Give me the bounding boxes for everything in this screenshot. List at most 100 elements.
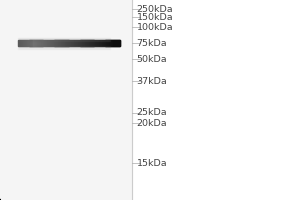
Bar [117,40,118,46]
Text: 75kDa: 75kDa [136,38,167,47]
Bar [50,40,51,46]
FancyArrow shape [0,199,1,200]
Bar [68,40,69,46]
Bar [26,40,27,46]
Bar [18,47,110,49]
Bar [74,40,75,46]
Bar [112,40,113,46]
Bar [79,40,80,46]
Bar [25,40,26,46]
Bar [103,40,104,46]
Bar [54,40,55,46]
Bar [101,40,102,46]
Bar [70,40,71,46]
Bar [34,40,35,46]
Bar [81,40,82,46]
Bar [57,40,58,46]
Bar [109,40,110,46]
Bar [40,40,41,46]
Bar [79,40,80,46]
Bar [119,40,120,46]
Bar [59,40,60,46]
Bar [30,40,31,46]
Bar [96,40,97,46]
Bar [73,40,74,46]
Bar [51,40,52,46]
Bar [21,40,22,46]
Bar [104,40,105,46]
Bar [94,40,95,46]
Bar [116,40,117,46]
Bar [63,40,64,46]
Bar [91,40,92,46]
Bar [86,40,87,46]
Text: 15kDa: 15kDa [136,158,167,167]
Bar [88,40,89,46]
Bar [61,40,62,46]
Bar [110,40,111,46]
Bar [22,40,23,46]
Bar [28,40,29,46]
Bar [60,40,61,46]
Text: 250kDa: 250kDa [136,4,173,14]
Bar [78,40,79,46]
Bar [46,40,47,46]
Bar [31,40,32,46]
Bar [42,40,43,46]
Bar [0,0,132,200]
Bar [25,40,26,46]
Bar [54,40,55,46]
Bar [111,40,112,46]
Bar [39,40,40,46]
Bar [87,40,88,46]
Bar [40,40,41,46]
Bar [52,40,53,46]
Bar [94,40,95,46]
Bar [53,40,54,46]
Bar [118,40,119,46]
Bar [100,40,101,46]
Bar [44,40,45,46]
Bar [65,40,66,46]
Bar [84,40,85,46]
Bar [93,40,94,46]
Bar [89,40,90,46]
Bar [55,40,56,46]
Bar [115,40,116,46]
Bar [78,40,79,46]
Text: 100kDa: 100kDa [136,22,173,31]
Bar [65,40,66,46]
Bar [48,40,49,46]
Bar [119,40,120,46]
Bar [89,40,90,46]
Bar [20,40,21,46]
Bar [85,40,86,46]
Bar [114,40,115,46]
Bar [64,40,65,46]
Bar [105,40,106,46]
Bar [62,40,63,46]
Bar [35,40,36,46]
Text: 25kDa: 25kDa [136,108,167,117]
Bar [69,40,70,46]
Bar [39,40,40,46]
Bar [30,40,31,46]
Bar [32,40,33,46]
Bar [41,40,42,46]
Bar [66,40,67,46]
Bar [118,40,119,46]
Bar [73,40,74,46]
Bar [63,40,64,46]
Text: 20kDa: 20kDa [136,118,167,128]
Bar [59,40,60,46]
Bar [20,40,21,46]
Bar [55,40,56,46]
Bar [62,40,63,46]
Bar [86,40,87,46]
Bar [43,40,44,46]
Bar [18,40,19,46]
Bar [31,40,32,46]
Bar [105,40,106,46]
Bar [80,40,81,46]
Bar [77,40,78,46]
